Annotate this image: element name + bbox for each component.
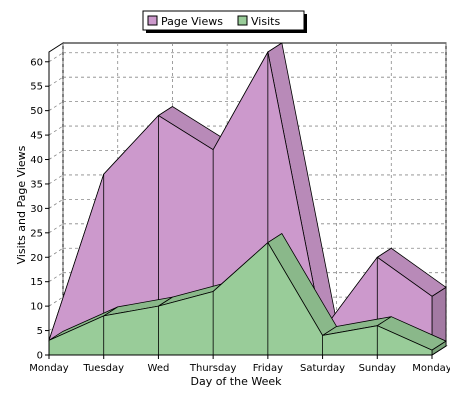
- y-tick-label: 10: [30, 302, 43, 313]
- y-tick-label: 0: [37, 351, 43, 362]
- x-tick-label: Friday: [253, 363, 283, 374]
- grid-line-depth: [48, 174, 64, 185]
- legend: Page Views Visits: [142, 10, 307, 33]
- legend-swatch: [237, 15, 248, 26]
- x-axis-title: Day of the Week: [190, 375, 282, 388]
- x-tick-label: Monday: [29, 363, 69, 374]
- y-tick-label: 15: [30, 277, 43, 288]
- x-tick-label: Monday: [412, 363, 450, 374]
- y-tick-label: 20: [30, 253, 43, 264]
- y-tick-label: 45: [30, 131, 43, 142]
- series-layer: [48, 42, 447, 356]
- legend-box: [142, 10, 305, 31]
- x-tick-label: Thursday: [189, 363, 237, 374]
- legend-label: Page Views: [161, 15, 223, 28]
- x-tick-label: Saturday: [300, 363, 345, 374]
- series-page-views: [48, 42, 447, 356]
- x-tick-label: Tuesday: [82, 363, 124, 374]
- y-tick-label: 60: [30, 57, 43, 68]
- grid-line-depth: [48, 125, 64, 136]
- x-tick-label: Sunday: [359, 363, 396, 374]
- y-tick-label: 25: [30, 228, 43, 239]
- grid-line-depth: [48, 76, 64, 87]
- axes: [48, 52, 432, 356]
- legend-label: Visits: [251, 15, 280, 28]
- grid-line-depth: [48, 101, 64, 111]
- grid-line-depth: [48, 272, 64, 283]
- y-tick-label: 35: [30, 179, 43, 190]
- y-tick-label: 40: [30, 155, 43, 166]
- grid-line-depth: [48, 52, 64, 63]
- x-axis-ticks: Monday Tuesday Wed Thursday Friday Saturday Su…: [29, 355, 450, 374]
- y-tick-label: 30: [30, 204, 43, 215]
- y-axis-ticks: 0 5 10 15 20 25 30 35 40 45 50 55 60: [30, 57, 49, 362]
- grid-line-depth: [48, 223, 64, 234]
- series-visits: [48, 233, 447, 356]
- grid-line-depth: [48, 296, 64, 307]
- grid-line-depth: [48, 199, 64, 209]
- grid-line-depth: [48, 247, 64, 258]
- y-tick-label: 50: [30, 106, 43, 117]
- grid-line-depth: [48, 150, 64, 160]
- x-tick-label: Wed: [148, 363, 170, 374]
- y-axis-title: Visits and Page Views: [15, 145, 28, 264]
- y-tick-label: 55: [30, 82, 43, 93]
- y-tick-label: 5: [37, 326, 43, 337]
- legend-swatch: [147, 15, 158, 26]
